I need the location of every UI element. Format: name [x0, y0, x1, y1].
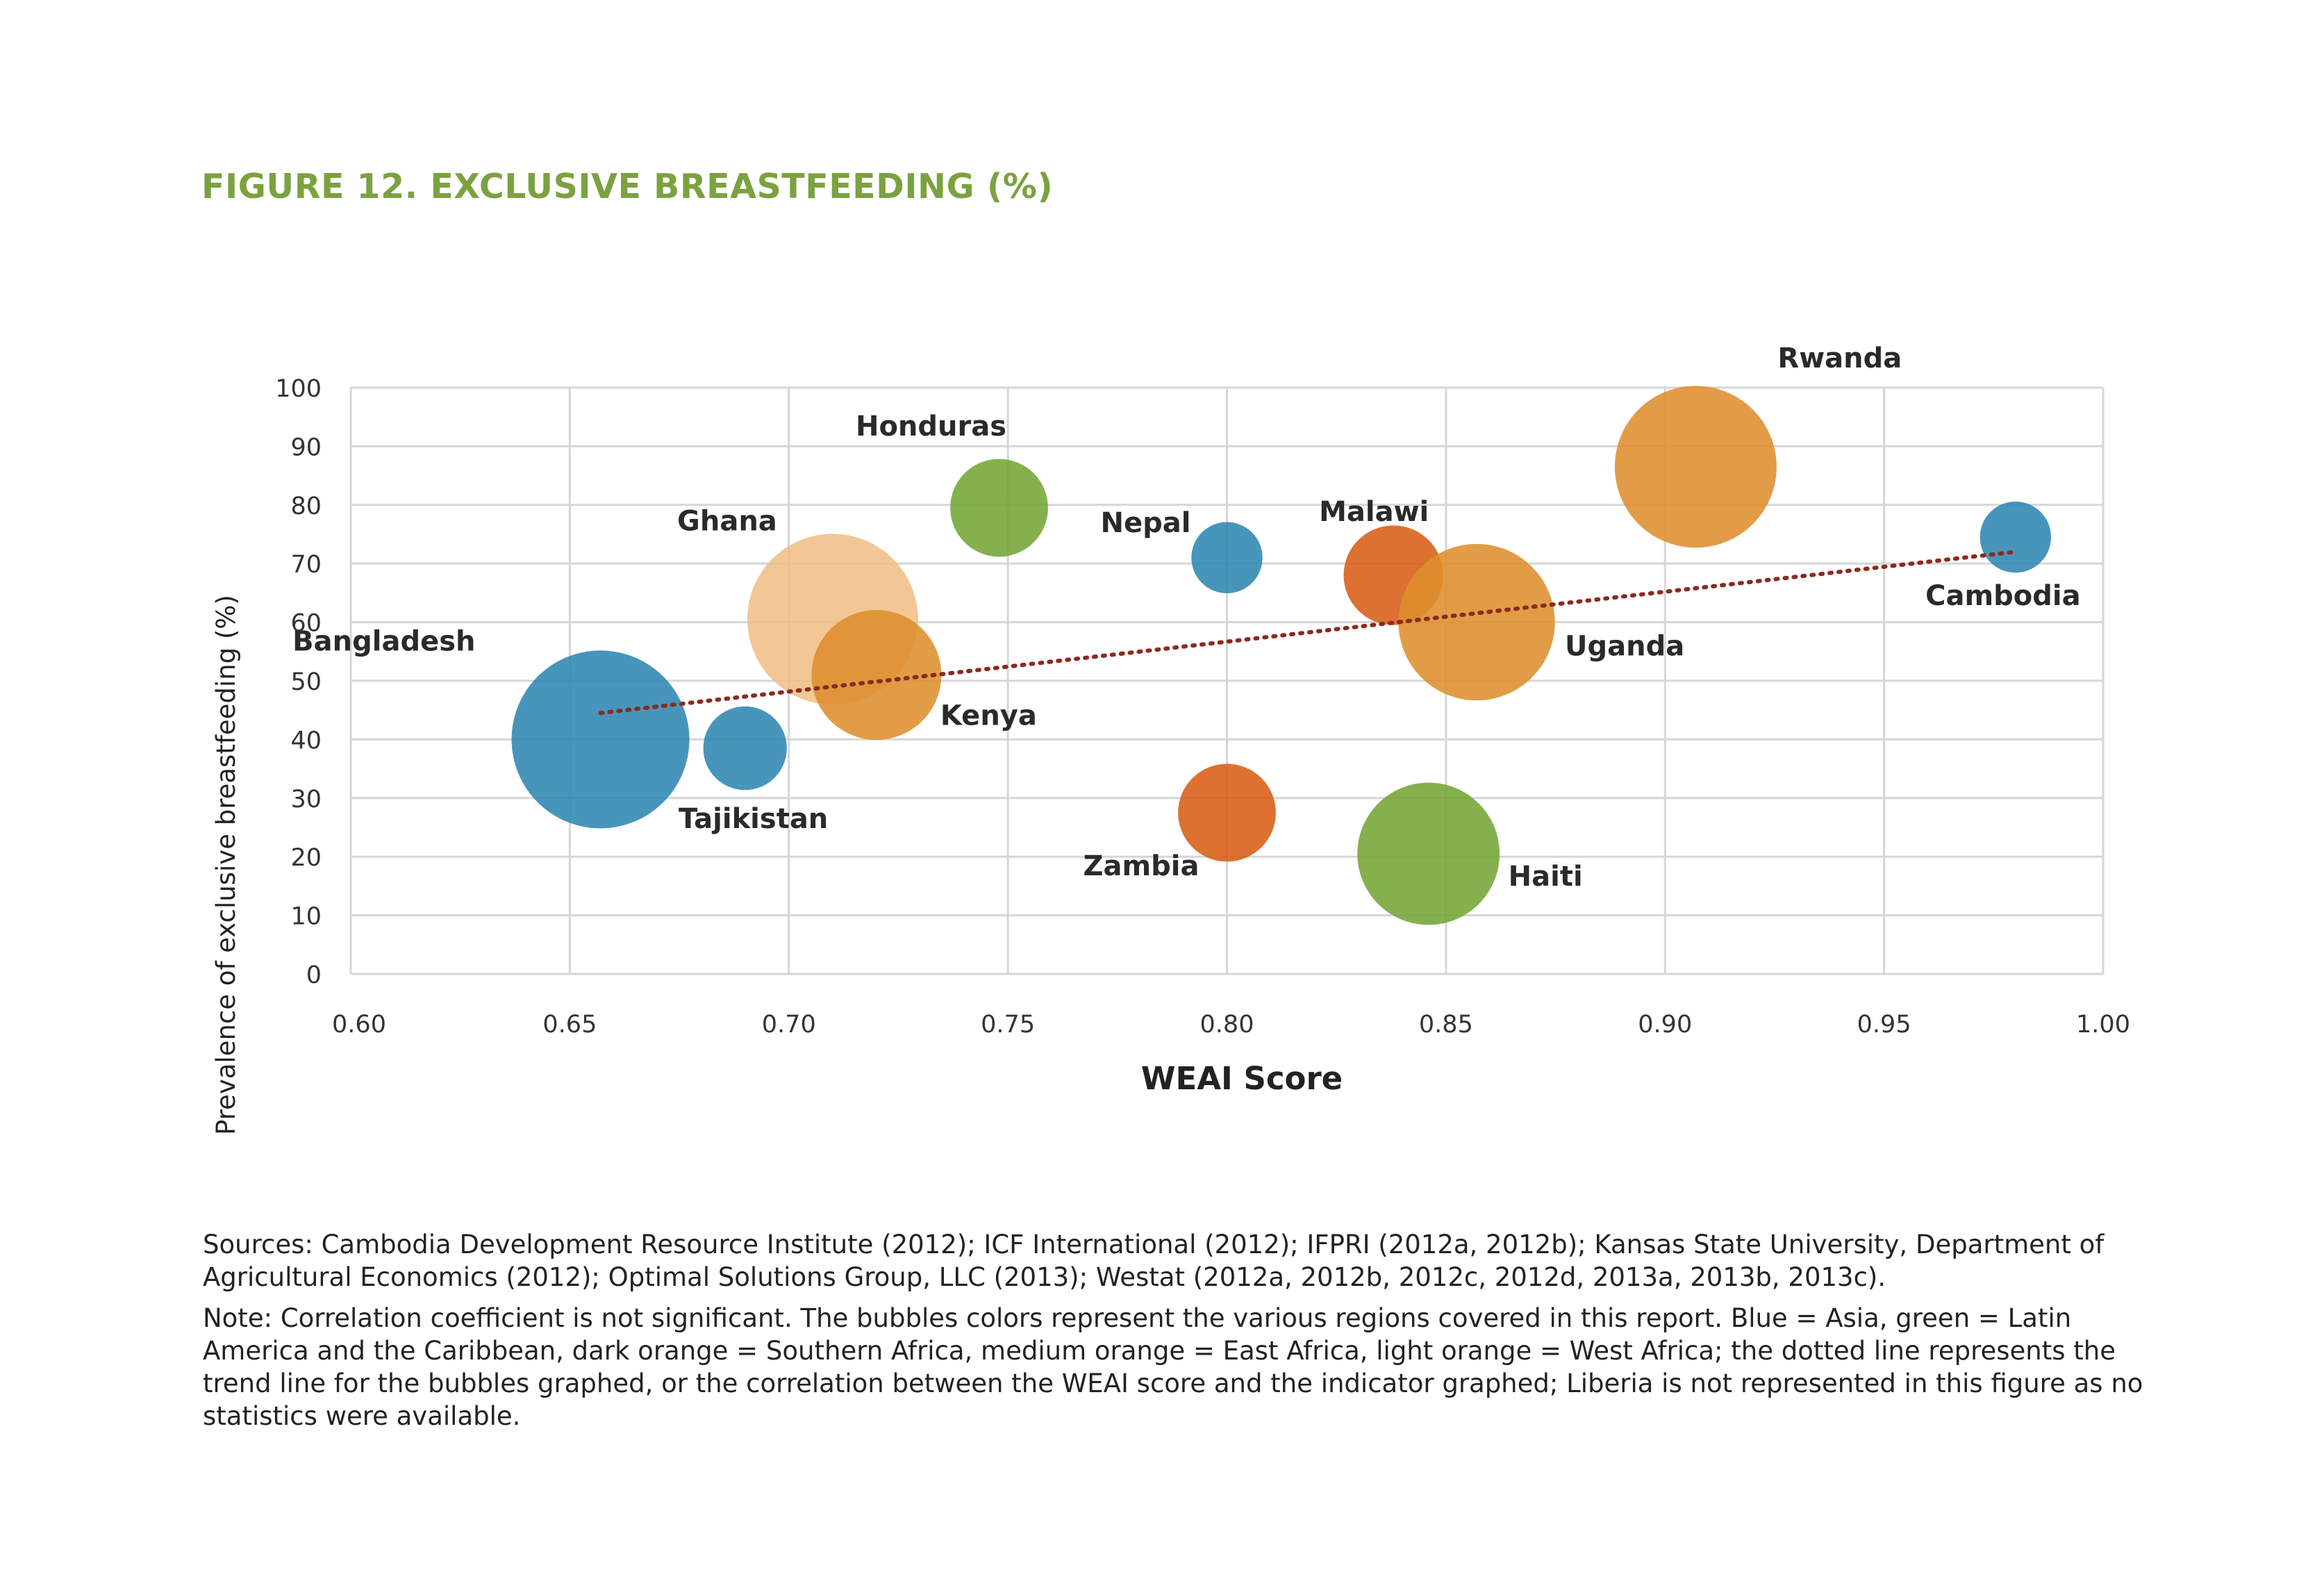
- y-tick-label: 20: [290, 844, 322, 872]
- x-tick-label: 0.80: [1200, 1011, 1254, 1039]
- y-tick-label: 80: [290, 493, 322, 520]
- figure-notes: Sources: Cambodia Development Resource I…: [203, 1228, 2148, 1441]
- y-tick-label: 30: [290, 786, 322, 813]
- bubble-label: Nepal: [1101, 507, 1191, 539]
- bubble-kenya: [811, 610, 942, 740]
- bubble-label: Malawi: [1319, 496, 1429, 528]
- bubble-cambodia: [1979, 502, 2052, 573]
- bubble-haiti: [1357, 782, 1500, 925]
- bubble-label: Zambia: [1083, 850, 1199, 882]
- x-tick-label: 0.95: [1857, 1011, 1911, 1039]
- bubble-tajikistan: [703, 706, 787, 791]
- bubble-label: Rwanda: [1777, 342, 1902, 374]
- bubble-label: Tajikistan: [679, 803, 828, 835]
- x-tick-label: 0.90: [1638, 1011, 1692, 1039]
- y-tick-label: 50: [290, 668, 322, 696]
- tick-layer: 0 10 20 30 40 50 60 70 80 90 100 0.60 0.65 0.70 0.75 0.…: [275, 375, 2130, 1039]
- bubble-bangladesh: [511, 650, 690, 829]
- trend-layer: [598, 549, 2018, 716]
- bubble-label: Honduras: [856, 411, 1006, 443]
- y-tick-label: 40: [290, 727, 322, 754]
- bubble-uganda: [1398, 543, 1555, 701]
- x-tick-label: 0.60: [332, 1011, 386, 1039]
- y-tick-label: 100: [275, 375, 322, 403]
- y-tick-label: 0: [306, 961, 322, 989]
- y-tick-label: 10: [290, 903, 322, 931]
- y-axis-label: Prevalence of exclusive breastfeeding (%…: [211, 595, 241, 1135]
- bubble-label: Haiti: [1509, 861, 1583, 893]
- sources-text: Sources: Cambodia Development Resource I…: [203, 1230, 2105, 1292]
- figure-title: FIGURE 12. EXCLUSIVE BREASTFEEDING (%): [201, 167, 1054, 206]
- bubble-label: Bangladesh: [292, 625, 475, 657]
- note-text: Note: Correlation coefficient is not sig…: [203, 1303, 2143, 1431]
- grid-layer: [349, 386, 2105, 975]
- bubble-nepal: [1191, 522, 1263, 593]
- y-tick-label: 70: [290, 551, 322, 579]
- x-tick-label: 1.00: [2076, 1011, 2130, 1039]
- bubble-honduras: [950, 458, 1048, 557]
- x-tick-label: 0.85: [1419, 1011, 1473, 1039]
- bubble-label: Uganda: [1565, 631, 1684, 663]
- x-tick-label: 0.70: [762, 1011, 816, 1039]
- trend-line: [598, 549, 2018, 716]
- bubble-label: Kenya: [940, 700, 1037, 732]
- bubble-zambia: [1178, 763, 1276, 862]
- bubble-rwanda: [1614, 386, 1777, 548]
- y-tick-label: 90: [290, 433, 322, 461]
- bubble-layer: [511, 386, 2052, 925]
- x-tick-label: 0.65: [542, 1011, 597, 1039]
- y-tick-label: 60: [290, 610, 322, 638]
- bubble-label: Cambodia: [1925, 580, 2080, 612]
- x-tick-label: 0.75: [981, 1011, 1035, 1039]
- label-layer: Bangladesh Tajikistan Ghana Kenya Honduras Ne…: [292, 342, 2080, 893]
- bubble-label: Ghana: [677, 505, 777, 537]
- x-axis-label: WEAI Score: [1141, 1060, 1343, 1097]
